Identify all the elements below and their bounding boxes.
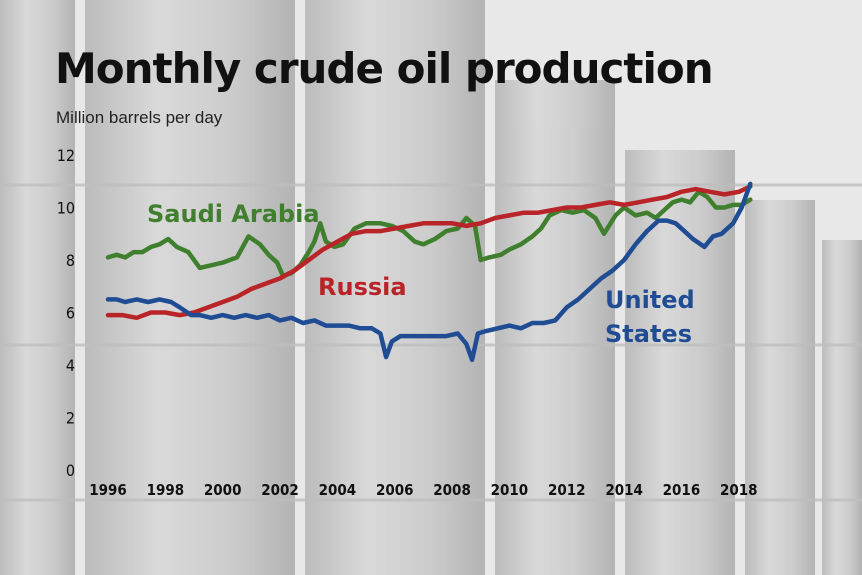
series-line-us <box>105 181 753 363</box>
y-axis: 0 2 4 6 8 10 12 <box>57 146 75 480</box>
x-tick-label: 2000 <box>204 481 242 499</box>
x-tick-label: 2002 <box>261 481 299 499</box>
series-line-saudi <box>105 189 753 279</box>
y-tick-label: 12 <box>57 146 75 165</box>
x-tick-label: 1996 <box>89 481 127 499</box>
y-tick-label: 4 <box>66 356 75 375</box>
x-tick-label: 2016 <box>663 481 701 499</box>
series-line-russia <box>105 184 753 321</box>
series-label-line: Saudi Arabia <box>147 200 320 228</box>
series-label-saudi: Saudi Arabia <box>147 200 320 228</box>
y-tick-label: 8 <box>66 251 75 270</box>
x-tick-label: 2008 <box>433 481 471 499</box>
y-tick-label: 10 <box>57 199 75 218</box>
chart-subtitle: Million barrels per day <box>56 108 223 127</box>
x-tick-label: 2006 <box>376 481 414 499</box>
series-label-line: Russia <box>318 273 407 301</box>
y-tick-label: 2 <box>66 409 75 428</box>
y-tick-label: 0 <box>66 461 75 480</box>
x-axis: 1996 1998 2000 2002 2004 2006 2008 2010 2012 2014… <box>89 481 757 499</box>
x-tick-label: 1998 <box>147 481 185 499</box>
chart-title: Monthly crude oil production <box>55 44 714 93</box>
series-label-line: United <box>605 286 695 314</box>
x-tick-label: 2018 <box>720 481 758 499</box>
series-label-russia: Russia <box>318 273 407 301</box>
y-tick-label: 6 <box>66 304 75 323</box>
x-tick-label: 2010 <box>491 481 529 499</box>
series-labels: Saudi Arabia Russia United States <box>147 200 695 348</box>
series-lines <box>105 181 753 363</box>
series-label-line: States <box>605 320 692 348</box>
x-tick-label: 2014 <box>605 481 643 499</box>
series-label-us: United States <box>605 286 695 348</box>
x-tick-label: 2012 <box>548 481 586 499</box>
x-tick-label: 2004 <box>319 481 357 499</box>
